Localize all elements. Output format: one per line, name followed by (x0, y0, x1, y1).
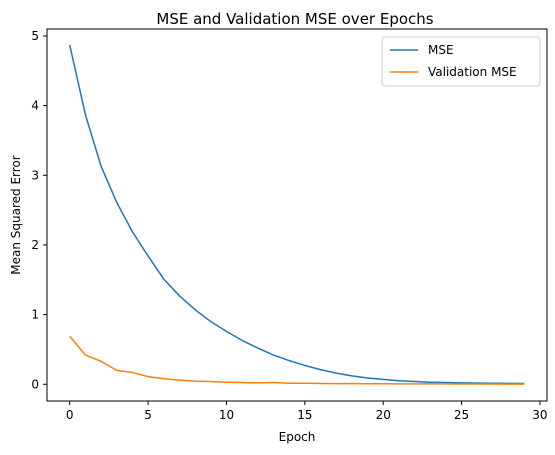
x-tick-label: 10 (219, 408, 234, 422)
x-tick-label: 30 (532, 408, 547, 422)
x-tick-label: 25 (454, 408, 469, 422)
x-tick-label: 5 (144, 408, 152, 422)
axes-frame (46, 28, 548, 402)
x-axis-label: Epoch (279, 430, 316, 444)
legend-label-validation-mse: Validation MSE (428, 65, 517, 79)
plot-area: 0 5 10 15 20 25 30 0 1 2 3 4 5 (31, 28, 548, 422)
x-tick-label: 0 (66, 408, 74, 422)
y-tick-label: 5 (31, 29, 39, 43)
series-line-validation-mse (69, 335, 525, 385)
x-axis-ticks: 0 5 10 15 20 25 30 (66, 401, 548, 422)
series-line-mse (68, 44, 525, 385)
x-tick-label: 20 (376, 408, 391, 422)
y-tick-label: 2 (31, 238, 39, 252)
y-tick-label: 3 (31, 168, 39, 182)
chart-title: MSE and Validation MSE over Epochs (156, 10, 433, 28)
y-tick-label: 4 (31, 99, 39, 113)
legend: MSE Validation MSE (381, 36, 541, 87)
series-lines (68, 44, 525, 385)
x-tick-label: 15 (297, 408, 312, 422)
y-axis-ticks: 0 1 2 3 4 5 (31, 29, 47, 391)
y-axis-label: Mean Squared Error (9, 155, 23, 275)
legend-label-mse: MSE (428, 43, 454, 57)
legend-frame (381, 36, 541, 87)
y-tick-label: 0 (31, 377, 39, 391)
y-tick-label: 1 (31, 308, 39, 322)
